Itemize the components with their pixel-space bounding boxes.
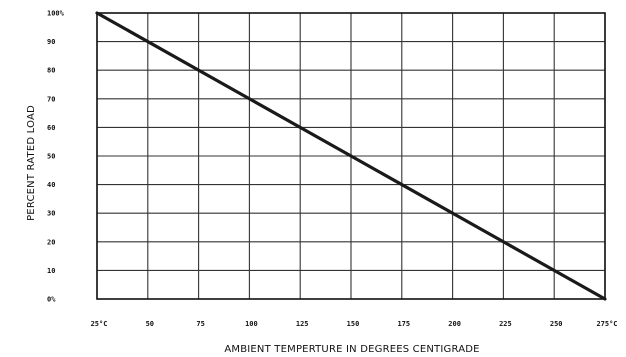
x-tick-label: 200: [448, 320, 461, 328]
y-tick-label: 0%: [47, 296, 56, 304]
derating-line: [95, 11, 607, 301]
x-tick-label: 275°C: [596, 320, 617, 328]
x-tick-label: 225: [499, 320, 512, 328]
y-tick-label: 100%: [47, 10, 65, 18]
y-tick-label: 40: [47, 181, 55, 189]
x-tick-label: 250: [550, 320, 563, 328]
y-tick-label: 80: [47, 67, 55, 75]
x-axis-title: AMBIENT TEMPERTURE IN DEGREES CENTIGRADE: [224, 344, 479, 355]
x-tick-label: 50: [146, 320, 154, 328]
y-tick-label: 30: [47, 210, 55, 218]
x-tick-labels: 25°C 50 75 100 125 150 175 200 225 250 275°C: [91, 320, 618, 328]
x-tick-label: 100: [245, 320, 258, 328]
series-layer: [95, 11, 607, 301]
plot-border: [96, 12, 606, 300]
y-tick-label: 70: [47, 95, 55, 103]
x-tick-label: 25°C: [91, 320, 108, 328]
y-axis-title: PERCENT RATED LOAD: [26, 105, 37, 221]
grid: [96, 12, 606, 300]
x-tick-label: 175: [397, 320, 410, 328]
x-tick-label: 125: [296, 320, 309, 328]
y-tick-label: 60: [47, 124, 55, 132]
y-tick-label: 50: [47, 153, 55, 161]
x-tick-label: 150: [347, 320, 360, 328]
y-tick-label: 90: [47, 38, 55, 46]
y-tick-label: 10: [47, 267, 55, 275]
y-tick-labels: 0% 10 20 30 40 50 60 70 80 90 100%: [47, 10, 65, 304]
y-tick-label: 20: [47, 238, 55, 246]
x-tick-label: 75: [196, 320, 204, 328]
